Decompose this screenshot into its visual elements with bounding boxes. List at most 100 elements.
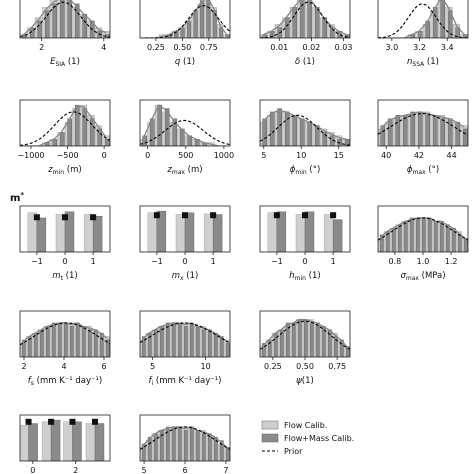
x-tick-label: 10 [296,151,306,160]
x-tick-label: 5 [142,466,147,474]
bar-flowmass [307,121,312,146]
bar-flowmass [92,216,103,252]
x-tick-label: 0.75 [200,43,218,52]
prior-marker [302,212,308,219]
x-tick-label: −1 [151,257,163,266]
bar-flowmass [440,0,445,38]
panel-delta: 0.01 0.02 0.03 δ (1) [259,0,352,67]
panel-frame [19,99,111,147]
bar-flowmass [75,322,80,357]
prior-line [20,322,110,346]
prior-line [378,217,468,241]
bar-flowmass [417,111,423,146]
prior-marker [25,418,32,425]
x-tick-label: 1 [211,257,216,266]
panel-psi: 0.25 0.50 0.75 ψ(1) [259,310,351,386]
x-axis-label-symbol: f [28,376,33,386]
bar-flowmass [189,426,194,461]
x-tick-label: 0 [302,257,307,266]
bar-flowmass [195,326,200,357]
bar-flow [41,421,52,461]
panel-frame [139,0,231,39]
x-axis-label-unit: (mm K⁻¹ day⁻¹) [153,376,221,386]
panel-frame [259,0,351,39]
x-tick-label: 0.01 [270,43,288,52]
x-axis-label-unit: (1) [306,271,321,281]
bar-flowmass [391,227,396,252]
x-tick-label: 44 [447,151,457,160]
posterior-density-line [142,426,228,448]
bar-flowmass [33,332,38,357]
posterior-density-line [23,0,107,36]
bar-flowmass [261,343,266,357]
x-axis-label-unit: (1) [184,271,199,281]
x-tick-label: 2 [39,43,44,52]
bar-flowmass [213,332,218,357]
x-axis-label-unit: (1) [63,271,78,281]
panel-m-t: −1 0 1 mt (1) [19,205,111,282]
x-tick-label: 5 [261,151,266,160]
panel-phi-min: 5 10 15 ϕmin (°) [259,99,351,176]
bar-flowmass [52,138,57,146]
bar-flowmass [39,329,44,357]
panel-e-sia: 2 4 ESIA (1) [19,0,111,68]
x-axis-label-subscript: min [295,169,307,176]
bar-flow [20,425,29,461]
panel-frame [19,414,111,462]
x-tick-label: −500 [57,151,79,160]
bar-flowmass [432,115,438,146]
posterior-density-line [381,111,465,128]
x-axis-label-symbol: E [50,57,56,67]
bar-flowmass [59,0,65,38]
bar-flowmass [82,13,87,38]
bar-flowmass [180,27,185,38]
panel-f-i-plot [140,322,230,357]
posterior-density-line [381,0,465,38]
x-tick-label: 1.2 [445,257,458,266]
panel-frame [139,310,231,358]
x-axis-label-subscript: s [31,380,34,387]
bar-flowmass [225,34,230,38]
x-axis-label-subscript: min [295,275,307,282]
bar-flowmass [225,447,230,461]
figure-label: m* [10,191,24,204]
legend-swatch [261,420,279,430]
panel-grid: 2 4 ESIA (1) 0.25 0.50 0.75 q (1) 0.01 0.02 0.03 δ… [17,0,469,474]
panel-frame [19,310,111,358]
x-axis-label-subscript: max [412,169,426,176]
x-tick-label: 40 [381,151,391,160]
x-axis-label: zmin (m) [47,165,81,176]
bar-flowmass [153,433,158,461]
x-tick-label: 0.25 [147,43,165,52]
panel-h-min-plot [267,211,343,252]
x-axis-label: mx (1) [172,271,199,282]
bar-flowmass [67,0,72,38]
bar-flowmass [59,132,65,146]
x-tick-label: 1.0 [417,257,430,266]
prior-line [20,1,110,38]
bar-flowmass [225,343,230,357]
prior-marker [69,418,76,425]
x-axis-label-unit: (mm K⁻¹ day⁻¹) [34,376,102,386]
bar-flow [147,212,158,252]
bar-flowmass [212,214,223,252]
x-axis-label-symbol: m [172,271,180,281]
x-tick-label: 3.0 [385,43,398,52]
x-axis-label-symbol: m [52,271,60,281]
bar-flowmass [332,219,343,252]
bar-flowmass [157,104,162,146]
x-axis-label-unit: (MPa) [419,271,446,281]
bar-flowmass [189,322,194,357]
x-axis-label-unit: (°) [307,165,321,175]
bar-flowmass [417,30,423,38]
panel-psi-plot [260,318,350,357]
bar-flowmass [37,20,42,38]
panel-n-ssa-plot [378,0,468,38]
x-tick-label: −1 [271,257,283,266]
bar-flowmass [177,426,182,461]
x-axis-label-subscript: SSA [412,61,425,68]
panel-z-max-plot [140,104,230,146]
panel-q: 0.25 0.50 0.75 q (1) [139,0,231,67]
x-axis-label-unit: (m) [185,165,203,175]
